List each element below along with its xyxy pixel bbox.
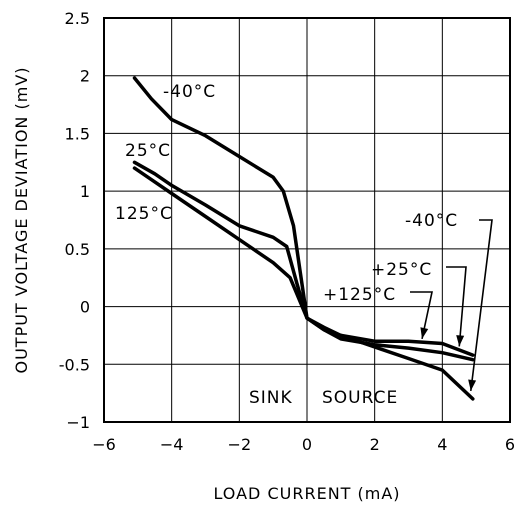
x-tick-label: 4 [437,435,447,454]
leader-25-right [446,266,467,347]
series-line-neg40 [132,76,475,401]
y-tick-label: 0 [80,298,90,317]
x-tick-label: −6 [92,435,116,454]
leader-125-right [410,291,433,340]
y-tick-label: 1.5 [65,124,90,143]
annotation-125-right: +125°C [323,285,396,305]
y-tick-label: 0.5 [65,240,90,259]
y-tick-label: 2.5 [65,9,90,28]
x-tick-label: 6 [505,435,515,454]
annotation-sink: SINK [249,388,293,408]
annotation-neg40-right: -40°C [405,211,458,231]
y-axis-label: OUTPUT VOLTAGE DEVIATION (mV) [12,66,31,373]
x-tick-label: 2 [370,435,380,454]
x-tick-label: −4 [160,435,184,454]
annotation-neg40-left: -40°C [163,82,216,102]
series-line-25 [132,160,475,357]
x-axis-label: LOAD CURRENT (mA) [213,484,400,503]
grid-layer [104,18,510,422]
y-tick-label: −1 [66,413,90,432]
annotation-125-left: 125°C [115,204,173,224]
leader-neg40-right-arrowhead [468,379,477,391]
annotation-25-right: +25°C [371,260,432,280]
y-tick-label: -0.5 [59,355,90,374]
x-tick-label: −2 [228,435,252,454]
x-tick-label: 0 [302,435,312,454]
leader-125-right-arrowhead [420,327,429,339]
plot-frame [103,17,511,423]
series-layer [132,76,475,401]
y-tick-label: 2 [80,67,90,86]
leader-25-right-arrowhead [456,335,465,347]
y-tick-label: 1 [80,182,90,201]
leader-layer [410,219,493,392]
leader-neg40-right [469,219,493,392]
series-line-125 [132,166,475,362]
annotation-25-left: 25°C [125,141,171,161]
tick-label-layer: −6 −4 −2 0 2 4 6 −1 -0.5 0 0.5 1 1.5 2 2.5 [59,9,515,454]
annotation-source: SOURCE [322,388,398,408]
